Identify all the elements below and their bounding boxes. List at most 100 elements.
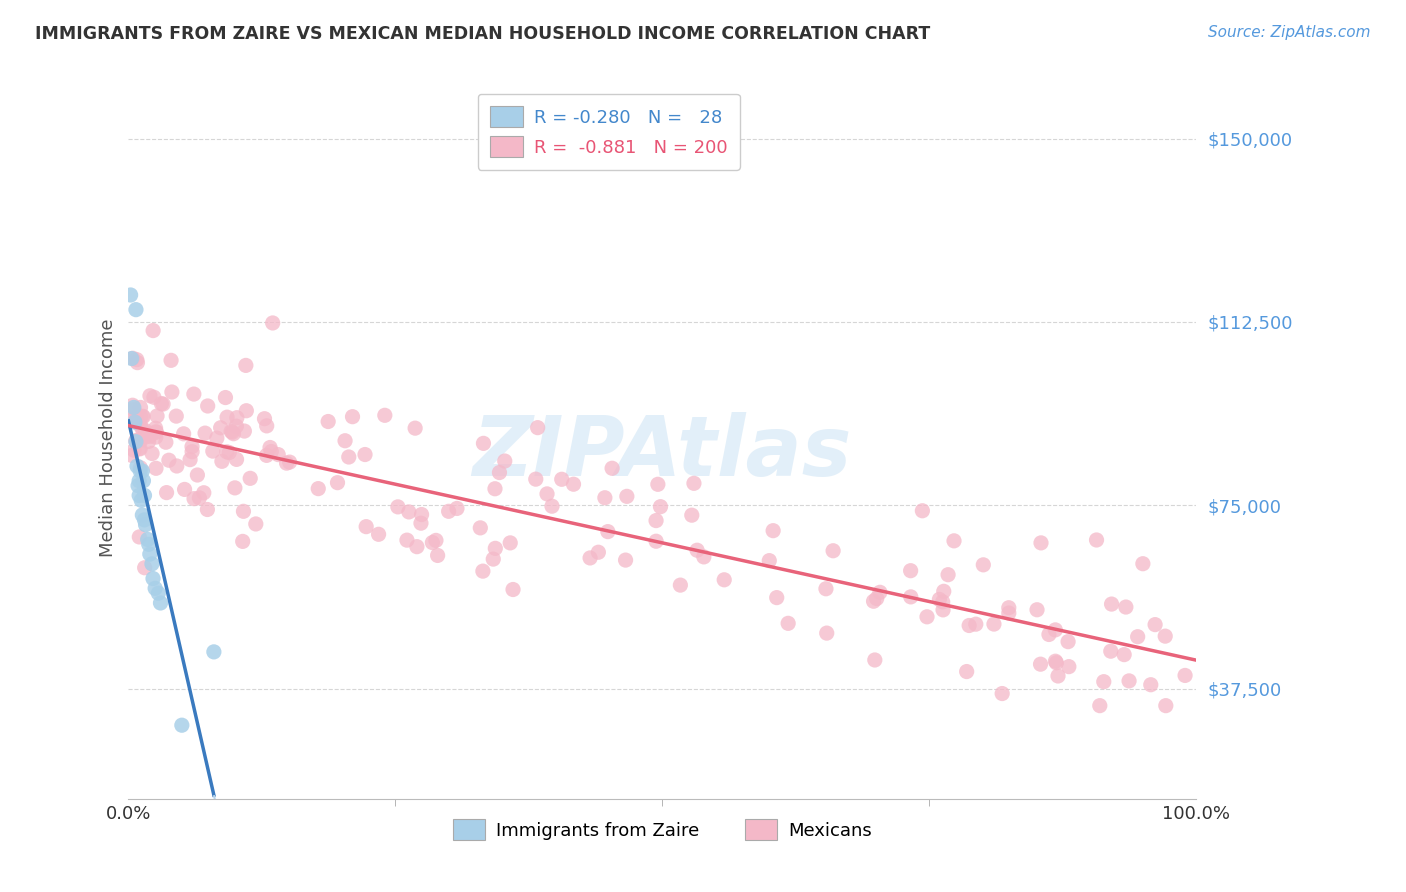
Point: [134, 513, 156, 527]
Point: [1092, 674, 1115, 689]
Point: [562, 477, 585, 491]
Point: [188, 491, 211, 505]
Point: [932, 603, 955, 617]
Point: [235, 359, 257, 373]
Point: [494, 454, 516, 468]
Point: [132, 409, 155, 424]
Point: [425, 533, 447, 548]
Point: [150, 397, 173, 411]
Point: [406, 540, 429, 554]
Point: [437, 504, 460, 518]
Point: [316, 415, 339, 429]
Point: [197, 399, 219, 413]
Point: [354, 519, 377, 533]
Point: [225, 410, 247, 425]
Point: [124, 415, 146, 429]
Point: [135, 517, 157, 532]
Point: [253, 411, 276, 425]
Point: [600, 461, 623, 475]
Point: [260, 444, 283, 458]
Point: [219, 425, 242, 439]
Point: [1085, 533, 1108, 547]
Point: [160, 353, 183, 368]
Point: [337, 450, 360, 464]
Point: [145, 430, 167, 444]
Point: [956, 665, 979, 679]
Point: [1118, 673, 1140, 688]
Point: [120, 288, 142, 302]
Point: [128, 530, 150, 544]
Point: [194, 426, 217, 441]
Point: [1045, 654, 1067, 668]
Point: [170, 718, 193, 732]
Text: Source: ZipAtlas.com: Source: ZipAtlas.com: [1208, 25, 1371, 40]
Point: [235, 403, 257, 417]
Point: [997, 600, 1019, 615]
Point: [333, 434, 356, 448]
Point: [221, 425, 243, 439]
Point: [502, 582, 524, 597]
Point: [713, 573, 735, 587]
Point: [936, 567, 959, 582]
Point: [524, 472, 547, 486]
Point: [1057, 634, 1080, 648]
Point: [943, 533, 966, 548]
Point: [1057, 659, 1080, 673]
Y-axis label: Median Household Income: Median Household Income: [100, 318, 117, 558]
Point: [121, 351, 143, 366]
Point: [129, 419, 152, 434]
Point: [127, 433, 149, 447]
Point: [1101, 597, 1123, 611]
Point: [972, 558, 994, 572]
Point: [488, 466, 510, 480]
Point: [1139, 678, 1161, 692]
Point: [647, 477, 669, 491]
Point: [426, 549, 449, 563]
Point: [122, 402, 145, 417]
Point: [900, 590, 922, 604]
Point: [173, 426, 195, 441]
Point: [165, 409, 187, 424]
Point: [131, 464, 153, 478]
Point: [129, 442, 152, 456]
Point: [125, 434, 148, 449]
Point: [157, 453, 180, 467]
Point: [132, 474, 155, 488]
Text: IMMIGRANTS FROM ZAIRE VS MEXICAN MEDIAN HOUSEHOLD INCOME CORRELATION CHART: IMMIGRANTS FROM ZAIRE VS MEXICAN MEDIAN …: [35, 25, 931, 43]
Point: [122, 401, 145, 415]
Point: [1029, 657, 1052, 672]
Point: [183, 491, 205, 506]
Point: [129, 460, 152, 475]
Point: [215, 445, 238, 459]
Point: [201, 444, 224, 458]
Point: [758, 554, 780, 568]
Point: [326, 475, 349, 490]
Point: [129, 401, 152, 415]
Point: [129, 493, 152, 508]
Point: [1046, 669, 1069, 683]
Point: [866, 591, 889, 606]
Point: [218, 445, 240, 459]
Point: [1115, 600, 1137, 615]
Point: [145, 425, 167, 439]
Point: [262, 316, 284, 330]
Point: [579, 550, 602, 565]
Point: [129, 464, 152, 478]
Point: [202, 645, 225, 659]
Point: [541, 499, 564, 513]
Point: [482, 552, 505, 566]
Point: [124, 434, 146, 448]
Point: [471, 564, 494, 578]
Point: [139, 389, 162, 403]
Point: [472, 436, 495, 450]
Point: [142, 572, 165, 586]
Point: [217, 410, 239, 425]
Point: [683, 476, 706, 491]
Point: [862, 594, 884, 608]
Point: [256, 449, 278, 463]
Point: [1045, 656, 1067, 670]
Point: [484, 541, 506, 556]
Point: [127, 356, 149, 370]
Point: [141, 446, 163, 460]
Point: [1099, 644, 1122, 658]
